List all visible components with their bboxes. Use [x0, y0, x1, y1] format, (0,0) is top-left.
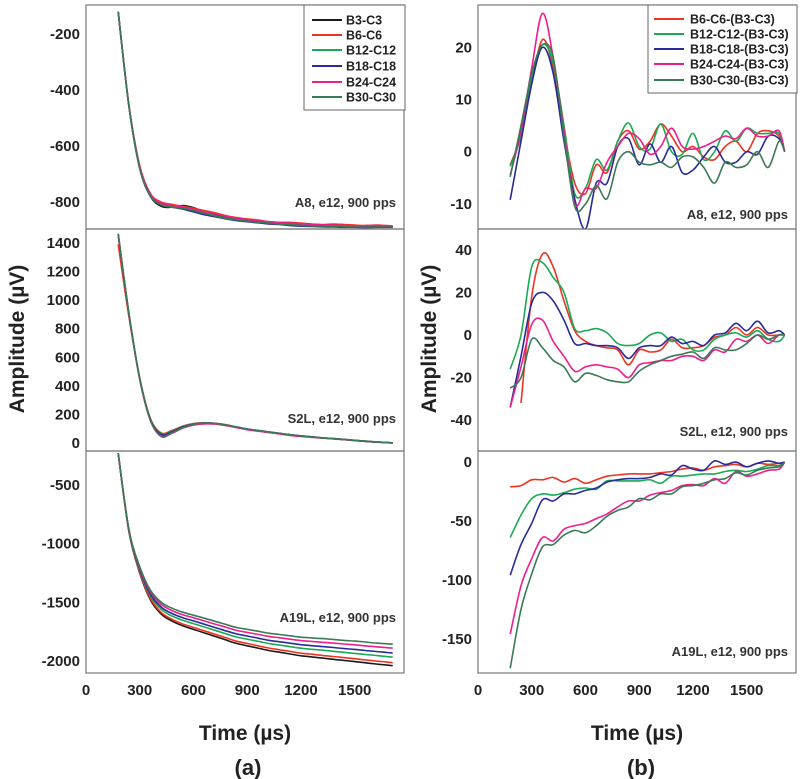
series-line-b18-c18-b3-c3: [509, 46, 786, 229]
legend-entry: B3-C3: [346, 14, 382, 28]
y-tick-label: -500: [50, 477, 80, 494]
series-line-b30-c30: [117, 453, 393, 645]
plot-b-bottom: -150 -100 -50 0 0 300 600 900 1200 1500 A19L, e12,…: [442, 450, 797, 699]
y-tick-label: 1000: [47, 292, 80, 309]
panel-annotation: A8, e12, 900 pps: [295, 195, 396, 210]
y-tick-label: -40: [450, 412, 472, 429]
y-tick-label: 400: [55, 378, 80, 395]
panel-annotation: A8, e12, 900 pps: [687, 207, 788, 222]
x-tick-label: 0: [474, 682, 482, 699]
y-tick-label: 0: [464, 454, 472, 471]
y-tick-label: 20: [455, 39, 472, 56]
y-tick-label: -150: [442, 631, 472, 648]
x-tick-label: 600: [181, 682, 206, 699]
x-tick-label: 1500: [338, 682, 371, 699]
y-axis-title-b: Amplitude (µV): [418, 265, 441, 414]
series-line-b24-c24: [117, 453, 393, 649]
series-line-b30-c30-b3-c3: [509, 333, 785, 389]
x-tick-label: 1500: [730, 682, 763, 699]
panel-label-b: (b): [627, 755, 655, 779]
legend-entry: B12-C12-(B3-C3): [690, 28, 789, 42]
y-tick-label: -50: [450, 513, 472, 530]
plot-a-top: -200 -400 -600 -800 A8, e12, 900 pps B3-C3B6-…: [50, 4, 406, 230]
x-tick-label: 900: [235, 682, 260, 699]
series-line-b24-c24-b3-c3: [509, 461, 786, 635]
y-tick-label: 20: [455, 284, 472, 301]
panel-annotation: A19L, e12, 900 pps: [280, 610, 396, 625]
y-tick-label: 800: [55, 321, 80, 338]
y-tick-label: 40: [455, 242, 472, 259]
y-tick-label: -600: [50, 138, 80, 155]
series-line-b30-c30: [117, 11, 393, 228]
series-line-b6-c6-b3-c3: [520, 252, 785, 404]
legend-box: [303, 4, 406, 111]
y-tick-label: 200: [55, 406, 80, 423]
legend-entry: B30-C30: [346, 91, 396, 105]
legend-entry: B18-C18-(B3-C3): [690, 43, 789, 57]
y-tick-label: -200: [50, 26, 80, 43]
legend-entry: B6-C6: [346, 29, 382, 43]
y-tick-label: -100: [442, 572, 472, 589]
series-line-b18-c18-b3-c3: [509, 291, 786, 408]
legend-entry: B12-C12: [346, 44, 396, 58]
y-axis-title-a: Amplitude (µV): [6, 265, 29, 414]
legend: B6-C6-(B3-C3)B12-C12-(B3-C3)B18-C18-(B3-…: [647, 4, 798, 94]
series-line-b24-c24: [117, 11, 393, 227]
series-line-b30-c30-b3-c3: [509, 461, 786, 669]
x-tick-label: 1200: [284, 682, 317, 699]
x-axis-title-a: Time (µs): [199, 722, 291, 745]
series-line-b6-c6: [117, 453, 393, 664]
y-tick-label: -1000: [42, 536, 80, 553]
series-line-b30-c30-b3-c3: [509, 42, 786, 213]
plot-b-top: -10 0 10 20 A8, e12, 900 pps B6-C6-(B3-C3)B12…: [450, 4, 798, 230]
y-tick-label: 0: [72, 435, 80, 452]
y-tick-label: 600: [55, 349, 80, 366]
y-tick-label: -400: [50, 82, 80, 99]
y-tick-label: -800: [50, 194, 80, 211]
y-tick-label: 10: [455, 92, 472, 109]
x-tick-label: 0: [82, 682, 90, 699]
x-tick-label: 300: [127, 682, 152, 699]
plot-frame: [477, 450, 797, 674]
series-line-b6-c6-b3-c3: [509, 38, 786, 196]
panel-label-a: (a): [235, 755, 262, 779]
y-tick-label: 1200: [47, 264, 80, 281]
legend-entry: B18-C18: [346, 60, 396, 74]
y-tick-label: 0: [464, 327, 472, 344]
series-line-b24-c24-b3-c3: [509, 317, 785, 408]
y-tick-label: 0: [464, 144, 472, 161]
legend-entry: B24-C24-(B3-C3): [690, 58, 789, 72]
x-tick-label: 300: [519, 682, 544, 699]
legend-entry: B24-C24: [346, 76, 396, 90]
series-line-b12-c12-b3-c3: [509, 258, 786, 370]
x-tick-label: 900: [627, 682, 652, 699]
series-line-b3-c3: [117, 453, 393, 667]
y-tick-label: -10: [450, 196, 472, 213]
y-tick-label: -20: [450, 370, 472, 387]
plot-frame: [85, 450, 405, 674]
plot-b-middle: -40 -20 0 20 40 S2L, e12, 900 pps: [450, 228, 797, 452]
panel-annotation: S2L, e12, 900 pps: [680, 424, 788, 439]
series-line-b18-c18-b3-c3: [509, 459, 785, 576]
y-tick-label: -1500: [42, 594, 80, 611]
legend-entry: B6-C6-(B3-C3): [690, 13, 775, 27]
panel-annotation: A19L, e12, 900 pps: [672, 644, 788, 659]
y-tick-label: 1400: [47, 235, 80, 252]
legend-entry: B30-C30-(B3-C3): [690, 74, 789, 88]
series-line-b12-c12: [117, 453, 393, 658]
panel-annotation: S2L, e12, 900 pps: [288, 411, 396, 426]
series-line-b18-c18: [117, 453, 393, 654]
y-tick-label: -2000: [42, 653, 80, 670]
series-line-b30-c30: [117, 233, 393, 444]
series-line-b12-c12-b3-c3: [509, 461, 786, 538]
x-tick-label: 1200: [676, 682, 709, 699]
x-tick-label: 600: [573, 682, 598, 699]
plot-a-middle: 0 200 400 600 800 1000 1200 1400 S2L, e12, 900 p…: [47, 228, 405, 452]
x-axis-title-b: Time (µs): [591, 722, 683, 745]
